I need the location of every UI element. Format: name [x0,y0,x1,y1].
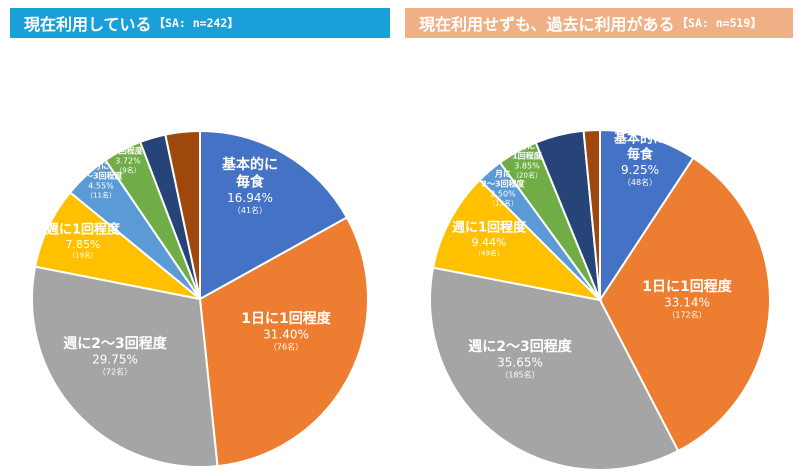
left-slice-6-count-label: （9名） [115,166,140,175]
right-slice-3-percent-label: 35.65% [497,355,543,369]
left-slice-3-category-label: 週に2～3回程度 [63,335,167,352]
left-slice-4-category-label: 週に1回程度 [46,222,121,238]
left-slice-2-count-label: （76名） [269,341,303,351]
right-slice-6-percent-label: 3.85% [514,162,540,171]
left-slice-1-percent-label: 16.94% [227,191,273,205]
right-slice-3-category-label: 週に2～3回程度 [468,338,572,355]
left-slice-4-count-label: （19名） [68,251,98,260]
right-slice-2-count-label: （172名） [667,309,706,319]
right-slice-6-count-label: （20名） [512,171,542,180]
right-slice-5-category-label: 月に [494,170,511,179]
right-pie-slice-2 [598,156,771,453]
left-pie-slice-8 [164,129,201,300]
left-pie-slice-3 [31,265,219,468]
left-slice-5-category-label: 2～3回程度 [79,171,123,181]
left-slice-1-category-label: 毎食 [236,174,265,191]
right-slice-3-count-label: （185名） [500,369,539,379]
left-slice-5-count-label: （11名） [86,191,116,200]
right-slice-1-category-label: 基本的に [613,130,666,146]
right-slice-1-count-label: （48名） [623,177,657,187]
left-slice-1-category-label: 基本的に [222,156,278,173]
right-pie-slice-1 [599,128,695,304]
right-slice-1-percent-label: 9.25% [621,163,659,177]
left-slice-5-category-label: 月に [92,162,109,171]
left-slice-2-percent-label: 31.40% [263,327,309,341]
right-chart-title: 現在利用せずも、過去に利用がある [419,15,675,34]
right-slice-6-category-label: 月に [518,142,535,151]
left-chart-title: 現在利用している [24,15,152,34]
right-chart-sample-size: 【SA: n=519】 [676,16,762,30]
left-slice-4-percent-label: 7.85% [66,238,101,251]
left-pie-slice-2 [198,216,369,468]
right-slice-4-count-label: （49名） [474,249,504,258]
right-slice-2-percent-label: 33.14% [664,295,710,309]
left-slice-6-category-label: 月に [119,137,136,146]
left-pie-slice-1 [199,129,349,301]
left-chart-sample-size: 【SA: n=242】 [153,16,239,30]
right-slice-5-count-label: （13名） [488,199,518,208]
left-chart-header: 現在利用している 【SA: n=242】 [10,8,390,38]
right-slice-1-category-label: 毎食 [627,147,654,163]
right-slice-6-category-label: 1回程度 [512,151,543,161]
left-slice-3-count-label: （72名） [98,366,132,376]
left-slice-2-category-label: 1日に1回程度 [241,310,331,327]
right-slice-5-percent-label: 2.50% [490,190,516,199]
left-slice-6-category-label: 1回程度 [113,146,144,156]
left-slice-3-percent-label: 29.75% [92,352,138,366]
right-chart-header: 現在利用せずも、過去に利用がある 【SA: n=519】 [405,8,793,38]
right-pie-slice-8 [582,128,601,301]
right-pie-slice-4 [431,178,604,302]
left-slice-6-percent-label: 3.72% [115,157,141,166]
right-slice-4-category-label: 週に1回程度 [452,220,527,236]
left-slice-5-percent-label: 4.55% [88,182,114,191]
right-pie-slice-3 [429,266,680,471]
right-slice-2-category-label: 1日に1回程度 [642,278,732,295]
right-slice-4-percent-label: 9.44% [472,236,507,249]
left-slice-1-count-label: （41名） [233,205,267,215]
right-slice-5-category-label: 2～3回程度 [481,179,525,189]
